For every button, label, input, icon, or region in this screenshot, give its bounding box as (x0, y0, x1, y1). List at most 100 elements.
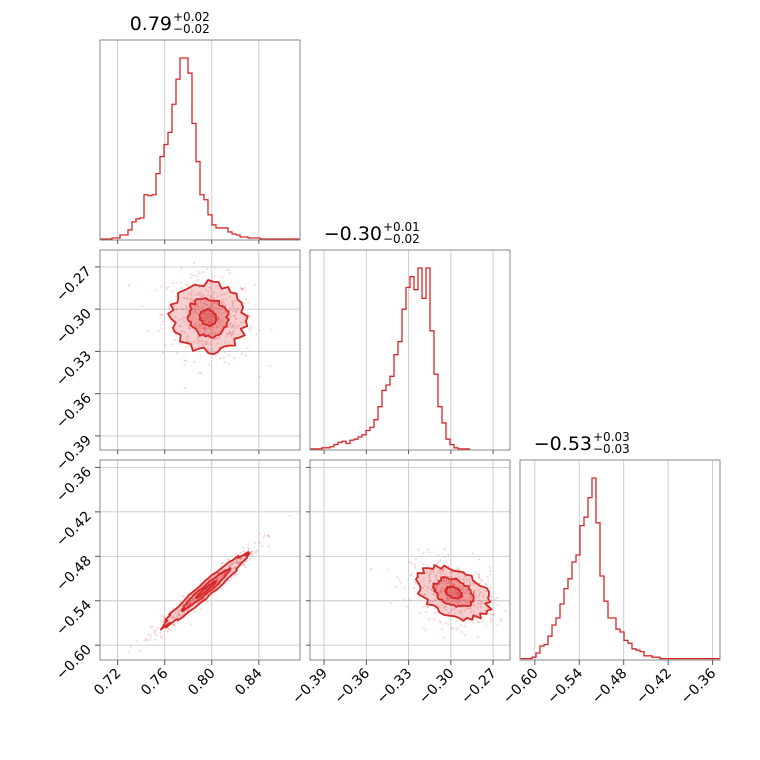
x-tick-label: −0.42 (633, 666, 675, 708)
sample-point (494, 598, 497, 601)
sample-point (187, 603, 190, 606)
sample-point (217, 307, 220, 310)
sample-point (183, 596, 186, 599)
sample-point (262, 536, 265, 539)
sample-point (206, 316, 209, 319)
sample-point (409, 574, 413, 577)
sample-point (246, 347, 249, 350)
sample-point (438, 584, 441, 587)
sample-point (438, 606, 441, 609)
sample-point (461, 606, 465, 609)
sample-point (434, 574, 438, 577)
sample-point (198, 308, 201, 311)
x-tick-label: −0.39 (289, 666, 331, 708)
sample-point (209, 321, 212, 324)
sample-point (173, 617, 176, 620)
sample-point (233, 561, 236, 565)
sample-point (235, 325, 238, 328)
sample-point (210, 318, 213, 322)
sample-point (417, 548, 420, 551)
sample-point (445, 581, 448, 584)
sample-point (234, 326, 237, 330)
sample-point (244, 289, 247, 292)
sample-point (232, 314, 235, 318)
sample-point (193, 322, 197, 326)
y-tick-label: −0.39 (53, 432, 95, 474)
sample-point (479, 605, 482, 608)
sample-point (222, 285, 225, 288)
sample-point (223, 293, 226, 296)
sample-point (428, 576, 431, 579)
sample-point (467, 598, 470, 601)
sample-point (207, 579, 210, 582)
sample-point (247, 547, 250, 550)
sample-point (202, 302, 206, 305)
sample-point (187, 324, 191, 328)
sample-point (185, 311, 189, 314)
sample-point (214, 306, 217, 309)
sample-point (231, 563, 234, 566)
sample-point (450, 576, 453, 579)
sample-point (190, 295, 194, 298)
sample-point (198, 326, 201, 330)
sample-point (458, 576, 461, 579)
sample-point (228, 565, 231, 568)
panel-frame (99, 39, 301, 241)
sample-point (468, 580, 471, 584)
x-tick-label: 0.80 (185, 666, 218, 699)
sample-point (220, 312, 223, 315)
sample-point (438, 592, 441, 596)
sample-point (183, 386, 186, 389)
sample-point (204, 312, 208, 316)
sample-point (235, 558, 239, 562)
sample-point (206, 316, 210, 319)
sample-point (188, 327, 191, 330)
scatter-panel-p0-p2 (99, 459, 301, 661)
sample-point (255, 333, 258, 336)
sample-point (434, 575, 438, 578)
sample-point (227, 325, 230, 329)
sample-point (217, 577, 220, 581)
sample-point (206, 303, 209, 307)
sample-point (512, 618, 514, 620)
sample-point (212, 309, 215, 312)
sample-point (428, 575, 431, 578)
sample-point (448, 580, 451, 583)
sample-point (228, 349, 231, 353)
sample-point (248, 557, 252, 560)
sample-point (450, 571, 453, 574)
sample-point (476, 602, 480, 605)
sample-point (433, 593, 436, 596)
sample-point (447, 611, 450, 614)
sample-point (477, 588, 480, 592)
sample-point (435, 604, 439, 607)
sample-point (247, 302, 250, 305)
x-tick-label: −0.36 (332, 665, 374, 707)
sample-point (162, 620, 165, 623)
sample-point (183, 331, 186, 335)
sample-point (442, 636, 445, 639)
sample-point (193, 340, 196, 343)
sample-point (197, 270, 200, 273)
sample-point (201, 313, 205, 316)
x-tick-label: −0.60 (500, 666, 542, 708)
sample-point (428, 570, 431, 573)
sample-point (188, 602, 191, 605)
sample-point (192, 261, 195, 264)
sample-point (178, 318, 181, 322)
sample-point (250, 550, 253, 553)
histogram-line (100, 57, 300, 240)
sample-point (456, 590, 459, 594)
sample-point (250, 325, 253, 328)
sample-point (449, 583, 452, 586)
panel-content (100, 460, 300, 660)
sample-point (188, 603, 191, 606)
sample-point (458, 592, 461, 595)
sample-point (441, 628, 444, 631)
sample-point (179, 281, 182, 284)
sample-point (213, 275, 216, 278)
sample-point (422, 605, 425, 608)
sample-point (369, 567, 373, 570)
sample-point (247, 543, 250, 546)
sample-point (450, 582, 454, 586)
